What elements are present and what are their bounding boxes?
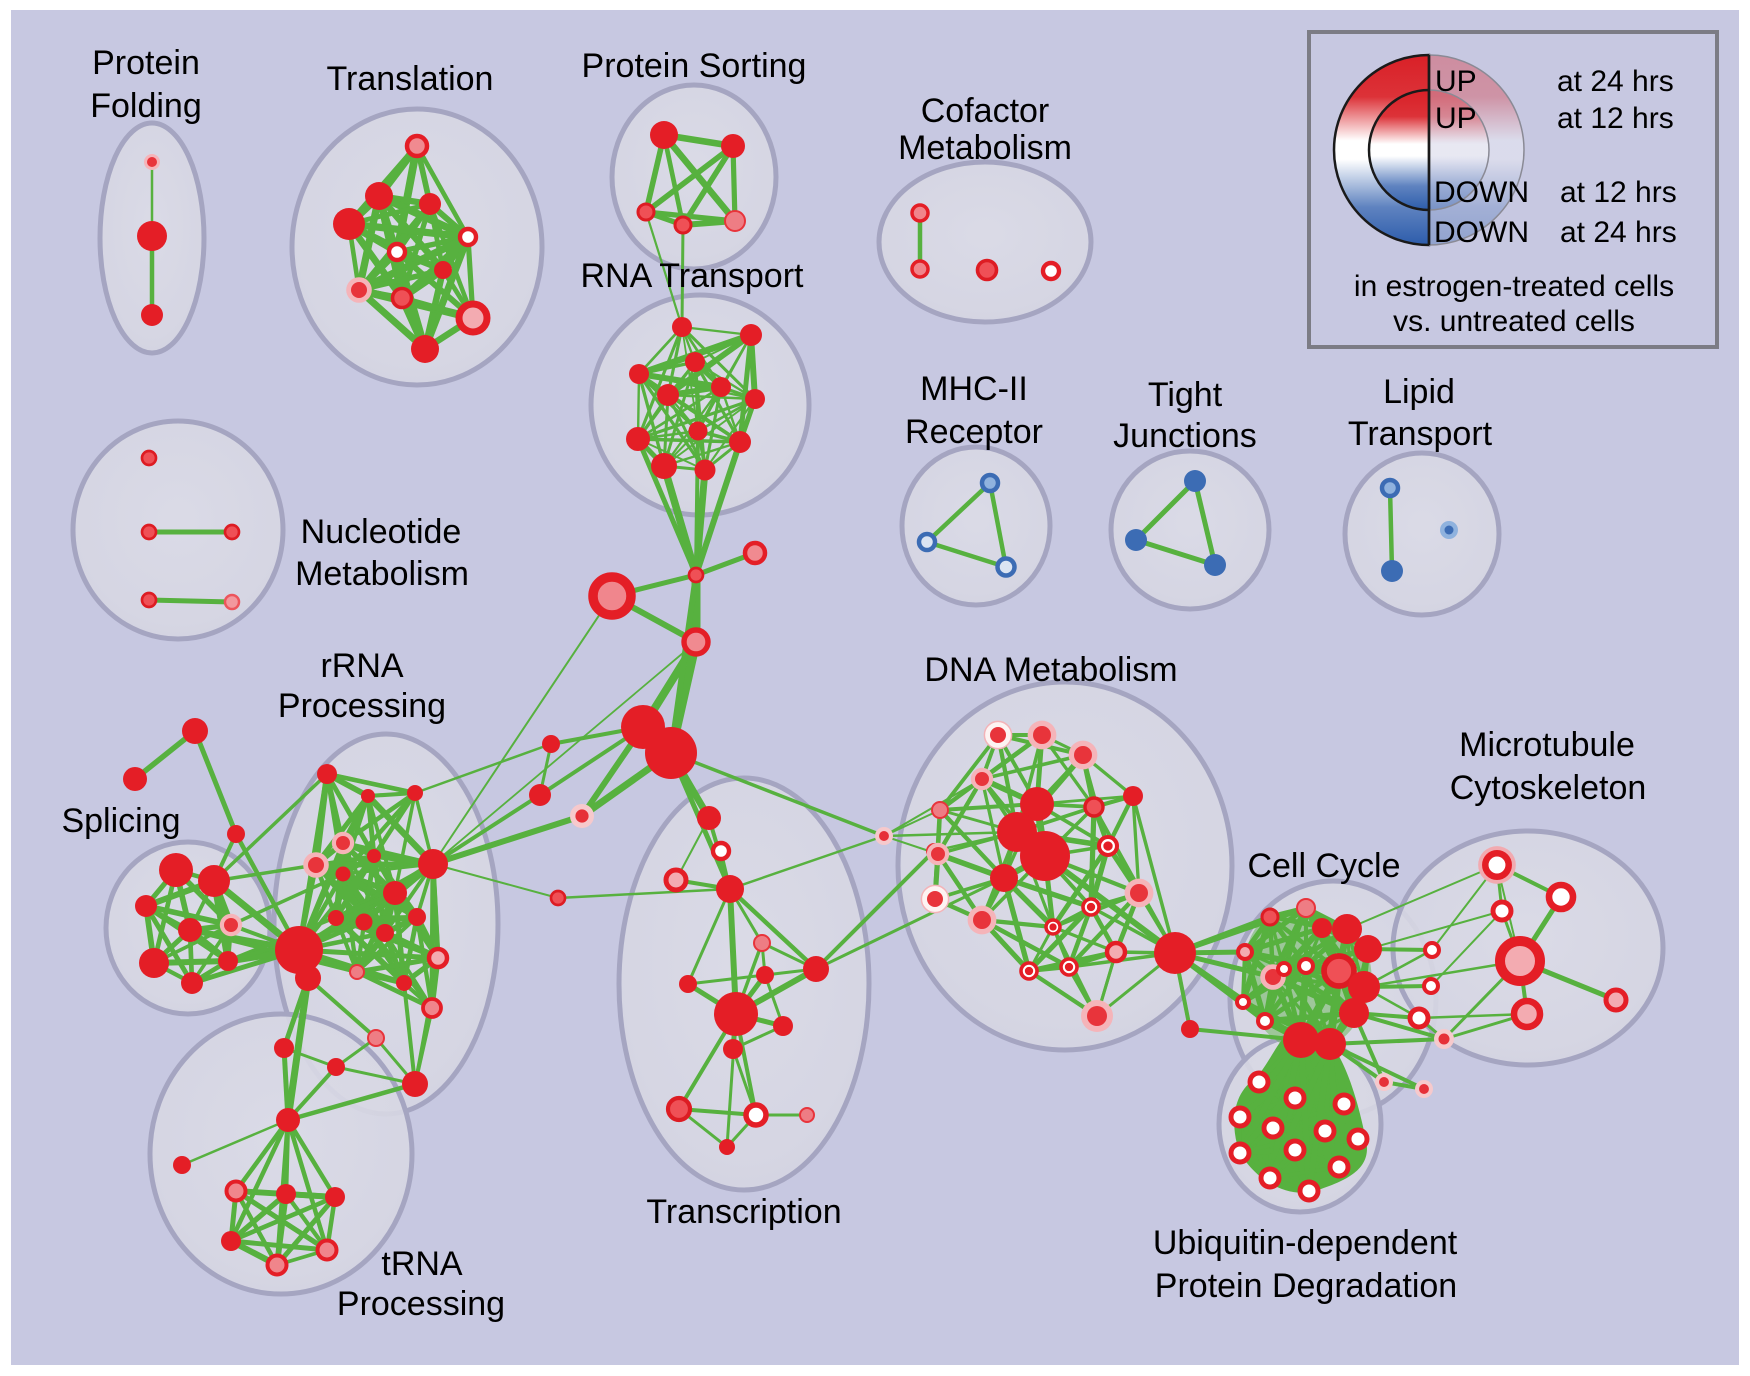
svg-text:Ubiquitin-dependent: Ubiquitin-dependent (1153, 1224, 1458, 1262)
svg-text:UP: UP (1435, 102, 1477, 135)
svg-text:Metabolism: Metabolism (295, 555, 469, 593)
svg-text:Metabolism: Metabolism (898, 129, 1072, 167)
svg-text:Processing: Processing (337, 1285, 505, 1323)
svg-text:Processing: Processing (278, 687, 446, 725)
svg-text:Translation: Translation (327, 60, 494, 98)
svg-text:Protein Degradation: Protein Degradation (1155, 1267, 1457, 1305)
svg-text:Protein Sorting: Protein Sorting (582, 47, 807, 85)
svg-text:DOWN: DOWN (1434, 216, 1529, 249)
svg-text:Protein: Protein (92, 44, 200, 82)
svg-text:Microtubule: Microtubule (1459, 726, 1635, 764)
svg-text:Receptor: Receptor (905, 413, 1043, 451)
svg-text:Lipid: Lipid (1383, 373, 1455, 411)
svg-text:Folding: Folding (90, 87, 202, 125)
svg-text:Nucleotide: Nucleotide (301, 513, 462, 551)
svg-text:MHC-II: MHC-II (920, 370, 1028, 408)
svg-text:Transport: Transport (1348, 415, 1493, 453)
svg-text:Cofactor: Cofactor (921, 92, 1050, 130)
svg-text:RNA Transport: RNA Transport (581, 257, 805, 295)
svg-text:rRNA: rRNA (320, 647, 403, 685)
svg-text:at 24 hrs: at 24 hrs (1557, 65, 1674, 98)
svg-text:at 24 hrs: at 24 hrs (1560, 216, 1677, 249)
svg-text:Transcription: Transcription (646, 1193, 841, 1231)
svg-text:vs. untreated cells: vs. untreated cells (1393, 305, 1635, 338)
svg-text:DOWN: DOWN (1434, 176, 1529, 209)
svg-text:Cytoskeleton: Cytoskeleton (1450, 769, 1647, 807)
svg-text:tRNA: tRNA (381, 1245, 463, 1283)
svg-text:DNA Metabolism: DNA Metabolism (924, 651, 1177, 689)
svg-text:Junctions: Junctions (1113, 417, 1257, 455)
svg-text:Splicing: Splicing (61, 802, 180, 840)
svg-text:UP: UP (1435, 65, 1477, 98)
svg-text:in estrogen-treated cells: in estrogen-treated cells (1354, 270, 1674, 303)
svg-text:at 12 hrs: at 12 hrs (1560, 176, 1677, 209)
svg-text:Tight: Tight (1148, 376, 1223, 414)
svg-text:at 12 hrs: at 12 hrs (1557, 102, 1674, 135)
svg-text:Cell Cycle: Cell Cycle (1247, 847, 1400, 885)
